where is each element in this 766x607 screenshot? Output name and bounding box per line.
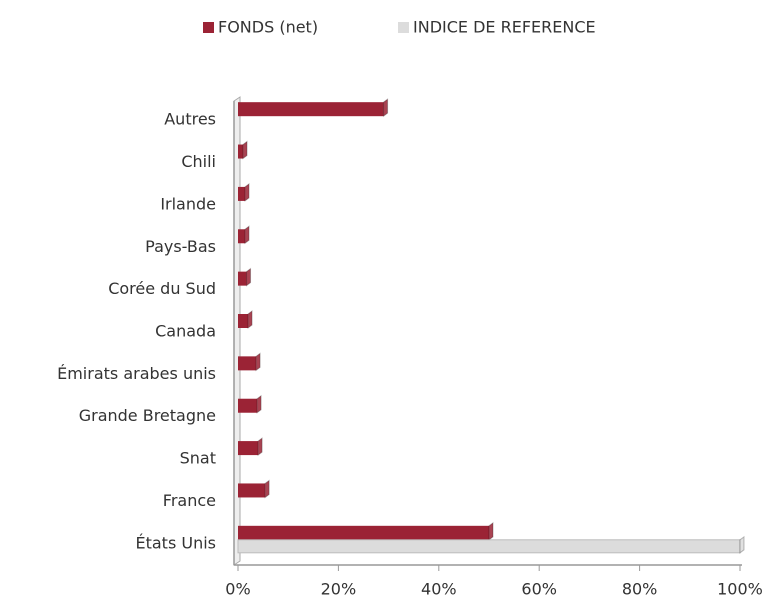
bar-side bbox=[739, 535, 745, 554]
bar-side bbox=[244, 182, 250, 202]
x-tick-label: 80% bbox=[622, 580, 658, 599]
bar bbox=[238, 356, 257, 371]
bar bbox=[238, 144, 244, 159]
bar-side bbox=[242, 140, 248, 160]
bar bbox=[238, 271, 247, 286]
legend-label: INDICE DE REFERENCE bbox=[413, 18, 596, 37]
bar-side bbox=[246, 267, 252, 287]
bar bbox=[238, 229, 246, 244]
bar-side bbox=[383, 98, 389, 118]
y-tick-label: France bbox=[163, 491, 216, 510]
legend-swatch bbox=[203, 22, 214, 33]
y-tick-label: Grande Bretagne bbox=[79, 406, 216, 425]
bar-side bbox=[256, 394, 262, 414]
bar-side bbox=[244, 225, 250, 245]
bar bbox=[237, 539, 741, 554]
bar-side bbox=[247, 310, 253, 329]
bar bbox=[238, 525, 489, 540]
bar bbox=[238, 398, 258, 413]
bar bbox=[238, 483, 266, 498]
bar bbox=[238, 102, 384, 117]
bar bbox=[238, 441, 259, 456]
bar-side bbox=[255, 352, 261, 372]
y-tick-label: Autres bbox=[164, 110, 216, 129]
x-tick-label: 100% bbox=[717, 580, 763, 599]
y-tick-label: Snat bbox=[180, 449, 216, 468]
x-tick-label: 60% bbox=[521, 580, 557, 599]
bar bbox=[238, 186, 246, 201]
bar-side bbox=[488, 521, 494, 541]
legend-swatch bbox=[398, 22, 409, 33]
y-tick-label: Corée du Sud bbox=[108, 279, 216, 298]
x-tick-label: 40% bbox=[421, 580, 457, 599]
x-tick-label: 0% bbox=[225, 580, 250, 599]
bar bbox=[238, 314, 249, 328]
y-tick-label: Irlande bbox=[160, 194, 216, 213]
bar-side bbox=[257, 437, 263, 457]
y-tick-label: Pays-Bas bbox=[145, 237, 216, 256]
x-tick-label: 20% bbox=[321, 580, 357, 599]
y-tick-label: États Unis bbox=[135, 533, 216, 552]
y-tick-label: Chili bbox=[181, 152, 216, 171]
legend-label: FONDS (net) bbox=[218, 18, 318, 37]
y-tick-label: Canada bbox=[155, 322, 216, 341]
y-tick-label: Émirats arabes unis bbox=[57, 364, 216, 383]
bar-side bbox=[264, 479, 270, 499]
